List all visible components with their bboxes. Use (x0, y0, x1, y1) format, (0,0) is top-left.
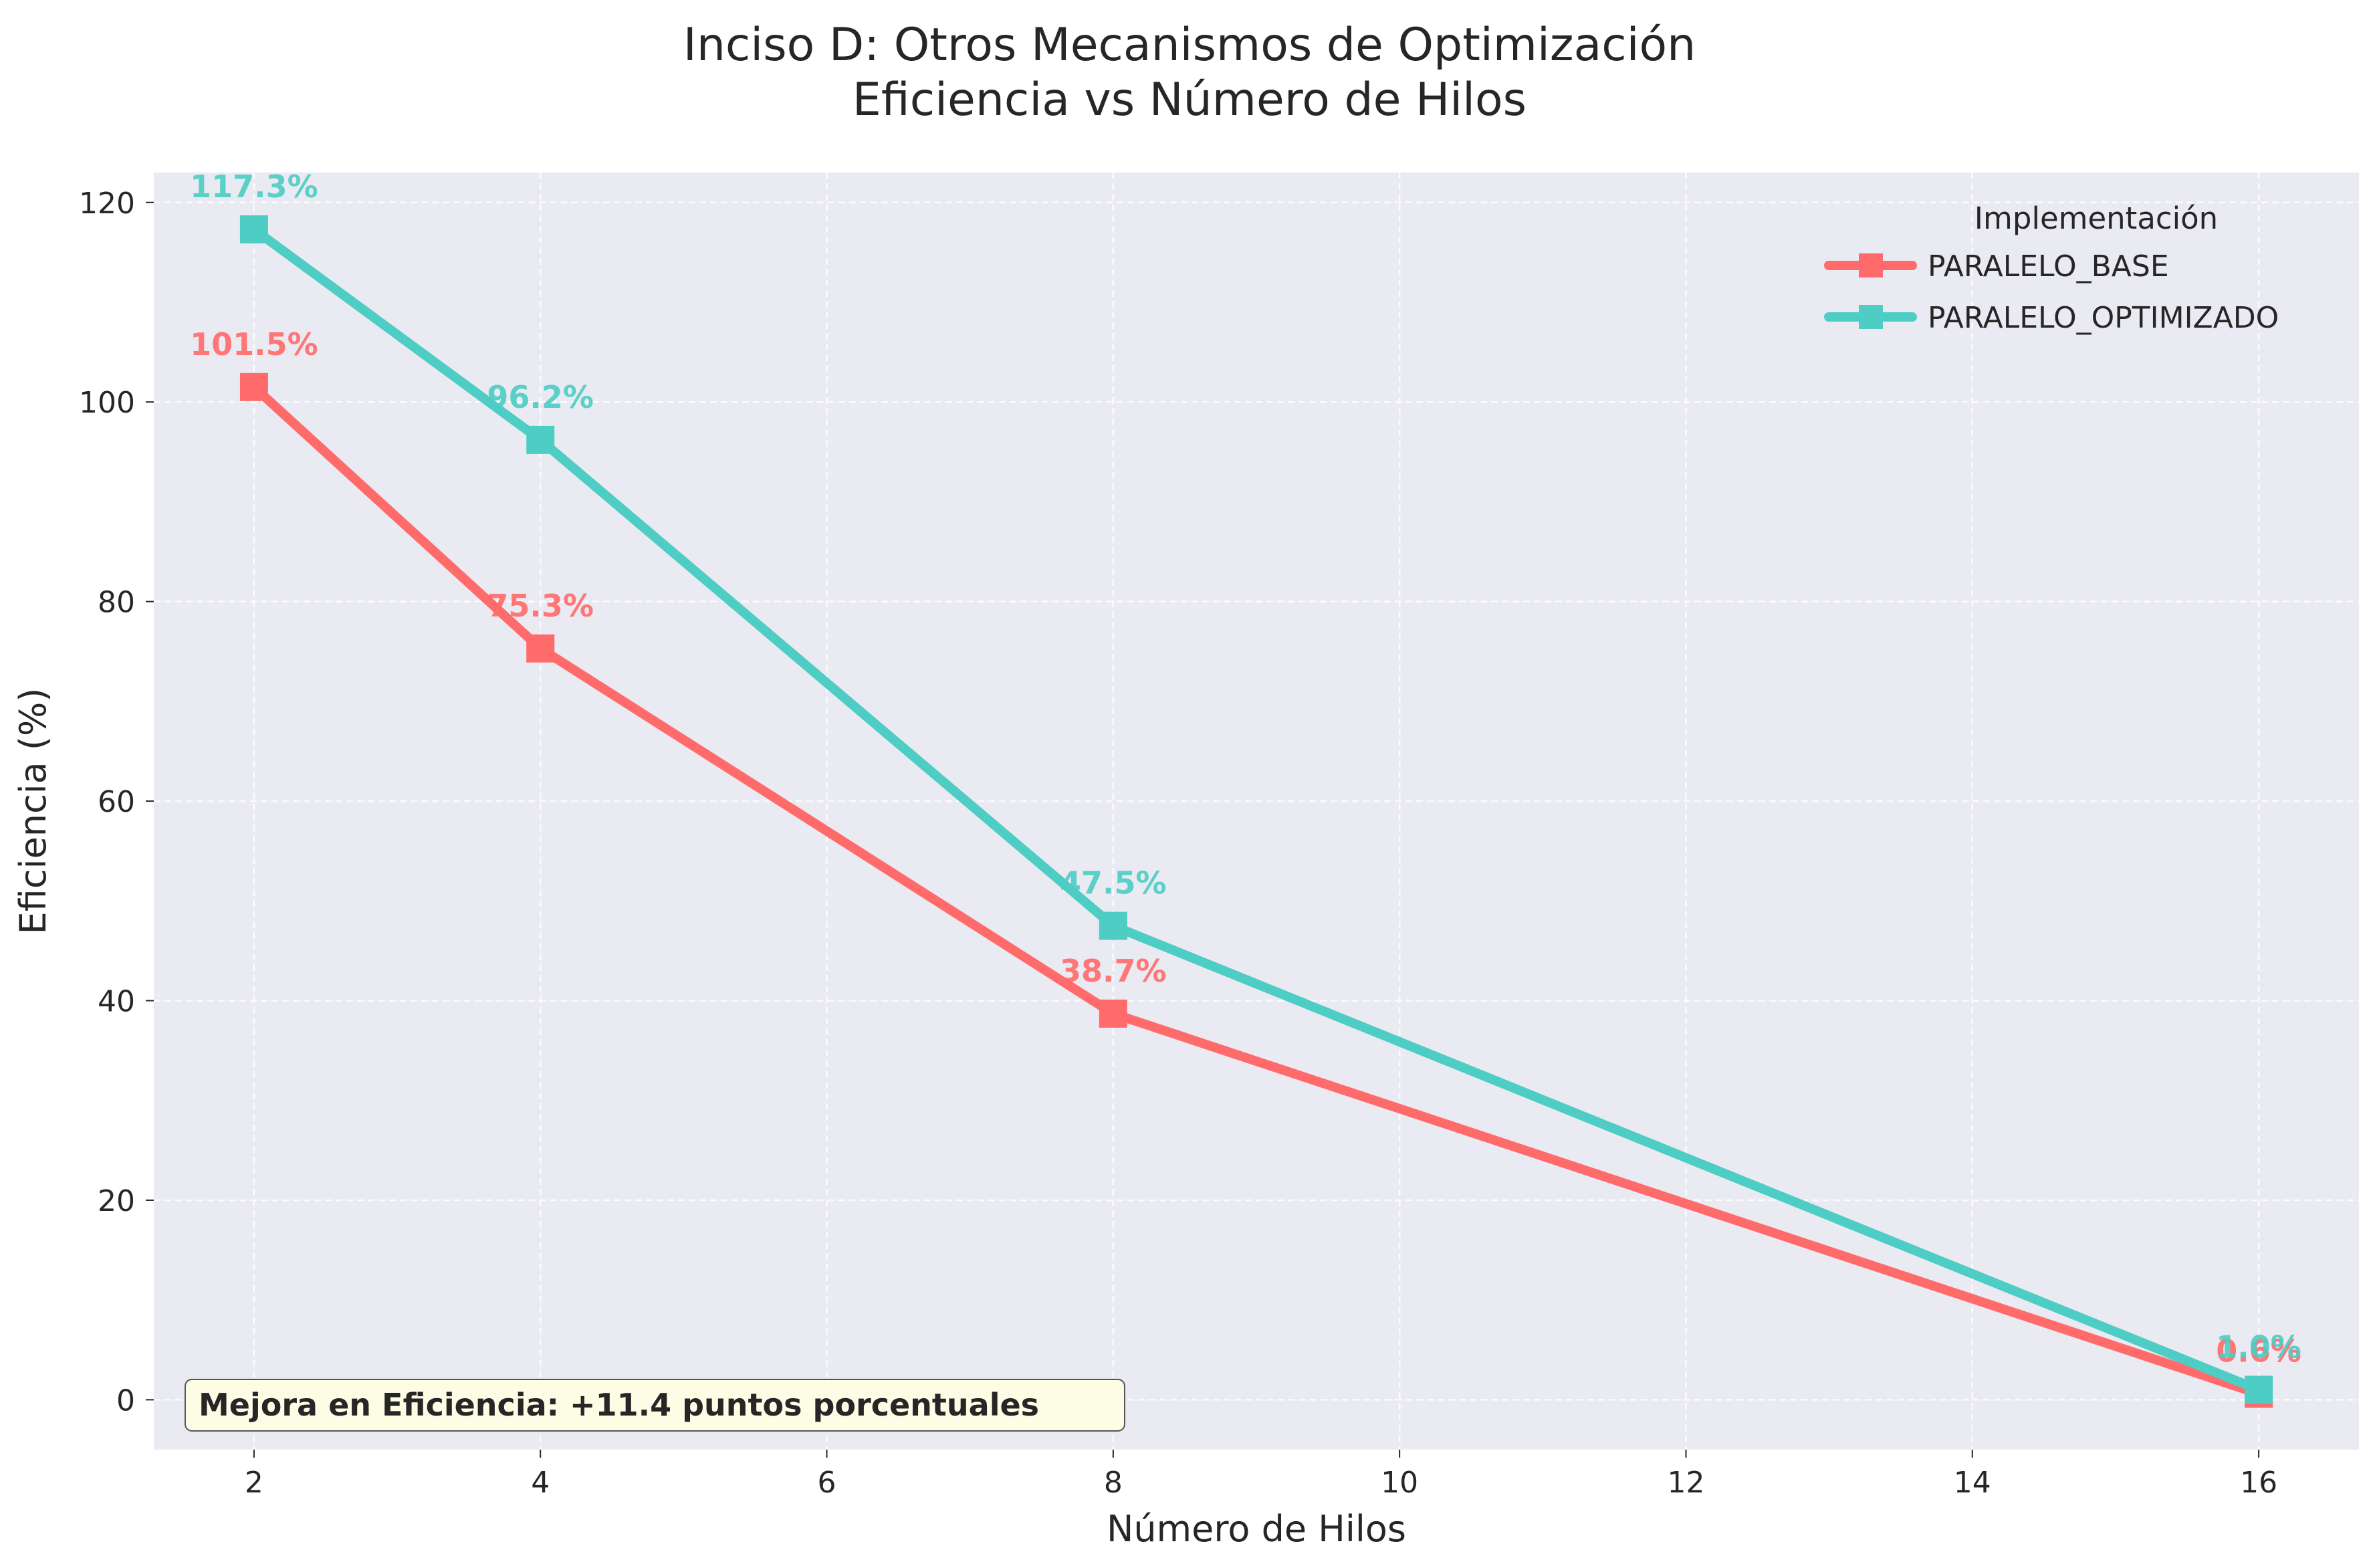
improvement-note-text: Mejora en Eficiencia: +11.4 puntos porce… (199, 1387, 1039, 1423)
x-axis-ticks: 2 4 6 8 10 12 14 16 (245, 1450, 2277, 1500)
data-label-paralelo-base: 101.5% (190, 326, 318, 362)
series-line-paralelo-optimizado (249, 225, 2264, 1395)
data-label-paralelo-base: 0.6% (2216, 1333, 2301, 1369)
data-label-paralelo-optimizado: 47.5% (1060, 865, 1167, 901)
y-tick-label: 80 (98, 586, 135, 620)
data-label-paralelo-optimizado: 117.3% (190, 169, 318, 205)
data-label-paralelo-base: 38.7% (1060, 953, 1167, 989)
legend-marker-paralelo-optimizado (1859, 305, 1883, 329)
legend: Implementación PARALELO_BASE PARALELO_OP… (1824, 201, 2279, 335)
legend-marker-paralelo-base (1859, 253, 1883, 277)
y-tick-label: 20 (98, 1184, 135, 1218)
x-axis-label: Número de Hilos (1107, 1508, 1406, 1550)
x-tick-label: 12 (1667, 1466, 1704, 1500)
grid-lines (154, 173, 2359, 1450)
y-tick-label: 0 (116, 1383, 135, 1418)
x-tick-label: 8 (1104, 1466, 1123, 1500)
data-point-paralelo-base (1099, 999, 1127, 1028)
plot-area (154, 173, 2359, 1450)
x-tick-label: 4 (531, 1466, 550, 1500)
x-tick-label: 6 (818, 1466, 836, 1500)
chart-subtitle: Eficiencia vs Número de Hilos (853, 74, 1526, 126)
x-tick-label: 16 (2240, 1466, 2277, 1500)
improvement-note-box (185, 1379, 1125, 1432)
legend-label-paralelo-base: PARALELO_BASE (1928, 249, 2169, 284)
x-tick-label: 10 (1381, 1466, 1418, 1500)
data-point-paralelo-optimizado (526, 425, 555, 454)
y-tick-label: 120 (79, 187, 135, 221)
data-point-paralelo-optimizado (2245, 1375, 2273, 1404)
improvement-note: Mejora en Eficiencia: +11.4 puntos porce… (185, 1379, 1125, 1432)
data-label-paralelo-optimizado: 1.0% (2216, 1329, 2301, 1365)
series-line-paralelo-base (249, 382, 2264, 1399)
series-group (239, 215, 2273, 1408)
chart-title: Inciso D: Otros Mecanismos de Optimizaci… (683, 19, 1696, 72)
y-tick-label: 100 (79, 386, 135, 420)
data-point-paralelo-base (526, 634, 555, 663)
data-label-paralelo-base: 75.3% (487, 588, 594, 624)
y-tick-label: 40 (98, 985, 135, 1019)
legend-label-paralelo-optimizado: PARALELO_OPTIMIZADO (1928, 301, 2279, 335)
x-tick-label: 14 (1954, 1466, 1991, 1500)
y-tick-label: 60 (98, 785, 135, 819)
data-label-paralelo-optimizado: 96.2% (487, 379, 594, 415)
data-point-paralelo-optimizado (239, 215, 268, 244)
y-axis-label: Eficiencia (%) (12, 688, 54, 935)
data-point-paralelo-optimizado (1099, 911, 1127, 940)
x-tick-label: 2 (245, 1466, 263, 1500)
y-axis-ticks: 0 20 40 60 80 100 120 (79, 187, 154, 1418)
legend-title: Implementación (1974, 201, 2218, 236)
data-labels: 101.5% 75.3% 38.7% 0.6% 117.3% 96.2% 47.5% 1.0% (190, 169, 2301, 1369)
data-point-paralelo-base (239, 372, 268, 401)
